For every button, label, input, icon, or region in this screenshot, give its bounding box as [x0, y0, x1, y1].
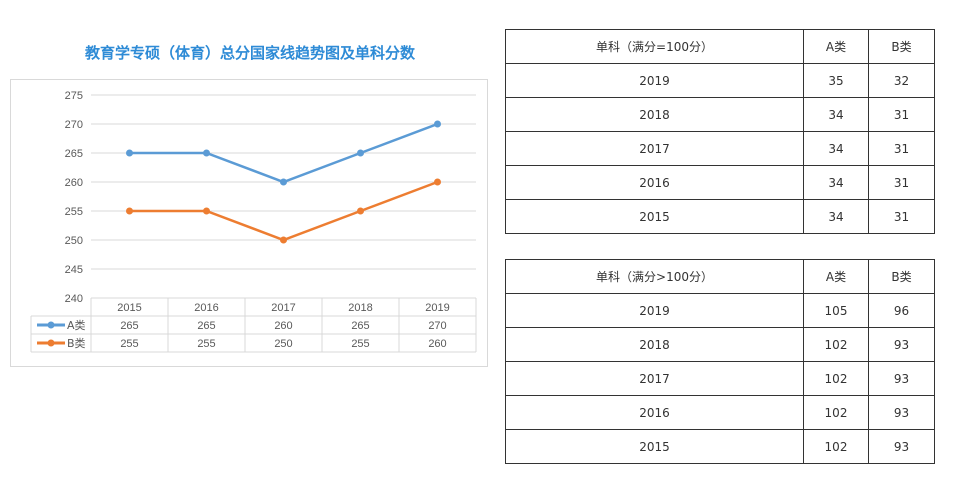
header-subject: 单科（满分>100分） [505, 259, 804, 294]
cell-year: 2015 [505, 429, 804, 464]
data-point [280, 236, 287, 244]
line-chart: 240 245 250 255 260 265 270 275 2015 2016 2017 2018… [10, 79, 488, 367]
table-row: 2017 34 31 [505, 131, 935, 166]
cell-a: 34 [803, 199, 869, 234]
data-table-value: 255 [351, 338, 369, 350]
data-table-value: 250 [274, 338, 292, 350]
x-tick-label: 2018 [348, 302, 372, 314]
cell-year: 2018 [505, 327, 804, 362]
table-header-row: 单科（满分>100分） A类 B类 [505, 259, 935, 294]
data-point [357, 207, 364, 215]
y-tick-label: 270 [65, 119, 83, 131]
table-row: 2016 102 93 [505, 395, 935, 430]
data-point [126, 149, 133, 157]
data-point [357, 149, 364, 157]
data-table-value: 270 [428, 320, 446, 332]
x-tick-label: 2016 [194, 302, 218, 314]
cell-year: 2018 [505, 97, 804, 132]
cell-year: 2017 [505, 361, 804, 396]
cell-b: 96 [868, 293, 935, 328]
header-subject: 单科（满分=100分） [505, 29, 804, 64]
legend-entry: B类 [67, 336, 86, 350]
table-row: 2015 102 93 [505, 429, 935, 464]
cell-a: 35 [803, 63, 869, 98]
x-tick-label: 2019 [425, 302, 449, 314]
legend-key-marker [47, 339, 55, 347]
table-header-row: 单科（满分=100分） A类 B类 [505, 29, 935, 64]
data-table-value: 265 [197, 320, 215, 332]
legend-key-marker [47, 321, 55, 329]
x-tick-label: 2015 [117, 302, 141, 314]
table-row: 2018 102 93 [505, 327, 935, 362]
cell-a: 102 [803, 429, 869, 464]
header-a: A类 [803, 259, 869, 294]
cell-year: 2016 [505, 395, 804, 430]
data-point [203, 149, 210, 157]
cell-a: 102 [803, 361, 869, 396]
y-tick-label: 260 [65, 177, 83, 189]
header-b: B类 [868, 259, 935, 294]
cell-b: 31 [868, 131, 935, 166]
header-b: B类 [868, 29, 935, 64]
legend-entry: A类 [67, 318, 86, 332]
cell-a: 102 [803, 327, 869, 362]
chart-svg: 240 245 250 255 260 265 270 275 2015 2016 2017 2018… [30, 90, 477, 353]
y-tick-label: 240 [65, 293, 83, 305]
cell-year: 2019 [505, 293, 804, 328]
data-point [434, 120, 441, 128]
data-table-value: 255 [197, 338, 215, 350]
cell-year: 2017 [505, 131, 804, 166]
y-tick-label: 275 [65, 90, 83, 102]
cell-b: 31 [868, 165, 935, 200]
cell-year: 2016 [505, 165, 804, 200]
cell-b: 32 [868, 63, 935, 98]
cell-b: 93 [868, 327, 935, 362]
data-table-value: 260 [274, 320, 292, 332]
cell-a: 34 [803, 165, 869, 200]
table-row: 2019 35 32 [505, 63, 935, 98]
y-tick-label: 250 [65, 235, 83, 247]
y-tick-label: 245 [65, 264, 83, 276]
single-subject-table-100: 单科（满分=100分） A类 B类 2019 35 32 2018 34 31 2017… [505, 29, 935, 234]
cell-year: 2019 [505, 63, 804, 98]
cell-a: 102 [803, 395, 869, 430]
table-row: 2019 105 96 [505, 293, 935, 328]
data-point [126, 207, 133, 215]
data-table-value: 265 [351, 320, 369, 332]
single-subject-table-over-100: 单科（满分>100分） A类 B类 2019 105 96 2018 102 93 20… [505, 259, 935, 464]
cell-b: 31 [868, 199, 935, 234]
data-point [434, 178, 441, 186]
data-table-value: 255 [120, 338, 138, 350]
cell-a: 34 [803, 97, 869, 132]
data-table-value: 265 [120, 320, 138, 332]
cell-year: 2015 [505, 199, 804, 234]
header-a: A类 [803, 29, 869, 64]
cell-a: 105 [803, 293, 869, 328]
table-row: 2015 34 31 [505, 199, 935, 234]
x-tick-label: 2017 [271, 302, 295, 314]
table-row: 2016 34 31 [505, 165, 935, 200]
cell-b: 93 [868, 395, 935, 430]
y-tick-label: 265 [65, 148, 83, 160]
cell-b: 93 [868, 429, 935, 464]
cell-a: 34 [803, 131, 869, 166]
table-row: 2018 34 31 [505, 97, 935, 132]
y-tick-label: 255 [65, 206, 83, 218]
data-point [280, 178, 287, 186]
chart-title: 教育学专硕（体育）总分国家线趋势图及单科分数 [84, 44, 415, 62]
cell-b: 93 [868, 361, 935, 396]
data-table-value: 260 [428, 338, 446, 350]
data-point [203, 207, 210, 215]
table-row: 2017 102 93 [505, 361, 935, 396]
cell-b: 31 [868, 97, 935, 132]
